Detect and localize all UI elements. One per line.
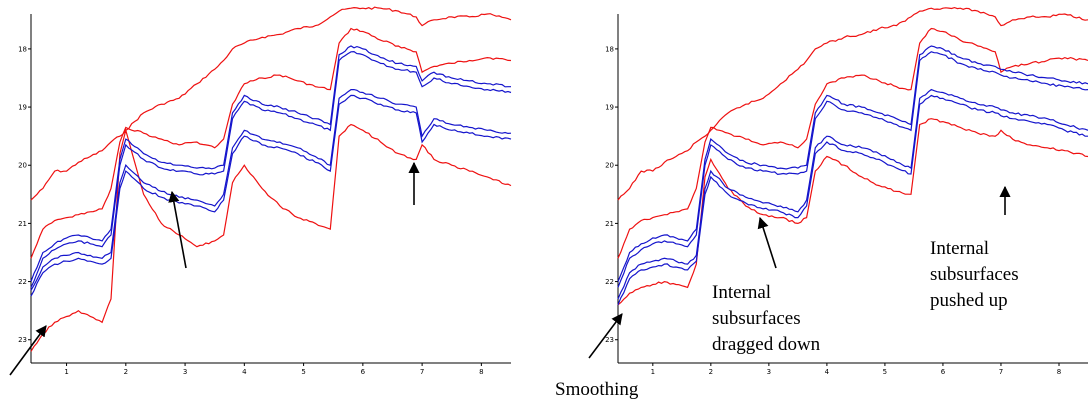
- y-tick-label: 22: [18, 278, 27, 286]
- red-boundary-line: [617, 118, 1088, 306]
- pushed-up-label-line2: subsurfaces: [930, 264, 1019, 285]
- arrow-smoothing-left: [9, 325, 47, 376]
- y-tick-label: 23: [18, 336, 27, 344]
- red-boundary-line: [30, 6, 512, 201]
- x-tick-label: 8: [479, 368, 483, 376]
- x-tick-label: 4: [242, 368, 247, 376]
- x-tick-label: 3: [767, 368, 771, 376]
- arrow-dragged-down-left: [168, 190, 187, 269]
- smoothing-label: Smoothing: [555, 379, 639, 400]
- blue-subsurface-line: [30, 45, 511, 282]
- x-tick-label: 5: [301, 368, 305, 376]
- x-tick-label: 4: [825, 368, 830, 376]
- red-boundary-line: [617, 27, 1088, 259]
- blue-subsurface-line: [30, 94, 512, 297]
- x-tick-label: 2: [709, 368, 713, 376]
- y-tick-label: 21: [18, 220, 27, 228]
- x-tick-label: 7: [420, 368, 424, 376]
- y-tick-label: 19: [605, 104, 614, 112]
- x-tick-label: 5: [883, 368, 887, 376]
- pushed-up-label-line3: pushed up: [930, 290, 1008, 311]
- arrow-dragged-down-right: [757, 216, 777, 269]
- blue-subsurface-line: [30, 50, 512, 288]
- x-tick-label: 1: [651, 368, 655, 376]
- x-tick-label: 1: [64, 368, 68, 376]
- y-tick-label: 22: [605, 278, 614, 286]
- x-tick-label: 7: [999, 368, 1003, 376]
- y-tick-label: 23: [605, 336, 614, 344]
- blue-subsurface-line: [30, 89, 512, 291]
- red-boundary-line: [617, 6, 1088, 201]
- dragged-down-label-line3: dragged down: [712, 334, 821, 355]
- arrow-smoothing-right: [588, 313, 623, 359]
- x-tick-label: 6: [941, 368, 946, 376]
- blue-subsurface-line: [617, 94, 1088, 306]
- red-boundary-line: [30, 27, 512, 259]
- y-tick-label: 20: [18, 162, 27, 170]
- blue-subsurface-line: [617, 45, 1088, 282]
- red-boundary-line: [30, 123, 512, 352]
- y-tick-label: 20: [605, 162, 614, 170]
- y-tick-label: 18: [605, 45, 614, 53]
- y-tick-label: 21: [605, 220, 614, 228]
- blue-subsurface-line: [617, 88, 1088, 300]
- x-tick-label: 6: [361, 368, 366, 376]
- y-tick-label: 18: [18, 45, 27, 53]
- blue-subsurface-line: [617, 51, 1088, 288]
- x-tick-label: 3: [183, 368, 187, 376]
- pushed-up-label-line1: Internal: [930, 238, 989, 259]
- y-tick-label: 19: [18, 104, 27, 112]
- dragged-down-label-line2: subsurfaces: [712, 308, 801, 329]
- x-tick-label: 2: [124, 368, 128, 376]
- x-tick-label: 8: [1057, 368, 1061, 376]
- dragged-down-label-line1: Internal: [712, 282, 771, 303]
